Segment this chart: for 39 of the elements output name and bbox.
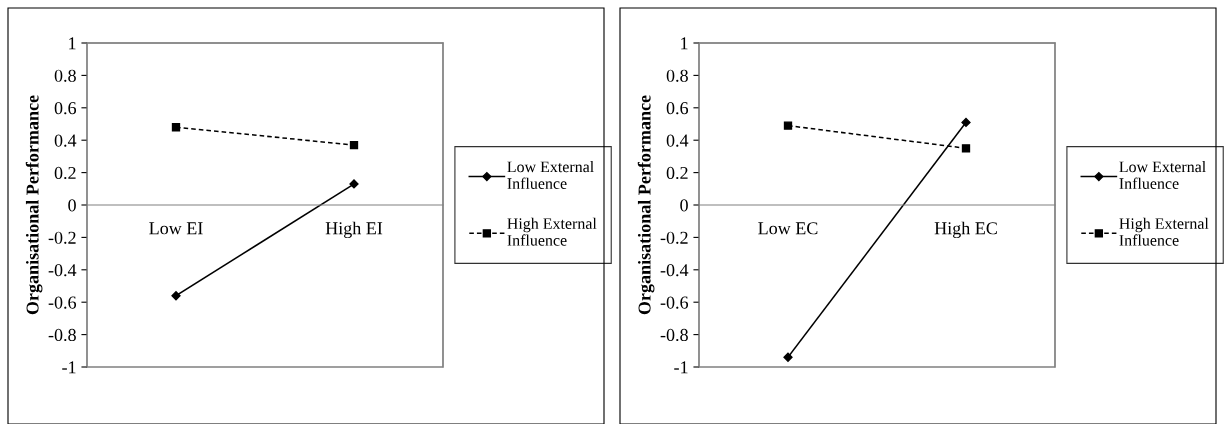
point bbox=[783, 352, 793, 362]
y-tick-label: -1 bbox=[674, 361, 688, 374]
y-tick-label: -0.4 bbox=[48, 264, 77, 277]
x-tick-label: High EI bbox=[325, 221, 383, 239]
point bbox=[961, 144, 971, 153]
point bbox=[349, 140, 359, 150]
y-tick-label: 0.6 bbox=[54, 102, 77, 115]
y-tick-label: 1 bbox=[681, 37, 688, 50]
y-tick-label: 0 bbox=[68, 199, 76, 212]
x-tick-label: Low EI bbox=[149, 222, 203, 235]
y-axis-title: Organisational Performance bbox=[25, 95, 43, 315]
y-tick-label: 0.8 bbox=[666, 69, 688, 82]
y-tick-label: -0.2 bbox=[48, 231, 76, 244]
y-tick-label: 0.4 bbox=[666, 134, 689, 147]
point bbox=[961, 117, 971, 128]
y-tick-label: -0.4 bbox=[660, 264, 689, 277]
y-tick-label: -0.6 bbox=[660, 296, 689, 309]
legend-label: Low External Influence bbox=[507, 161, 594, 189]
y-tick-label: 0.4 bbox=[54, 134, 77, 147]
y-tick-label: 0.2 bbox=[666, 166, 688, 180]
y-tick-label: 0.2 bbox=[54, 166, 76, 180]
y-tick-label: 0.8 bbox=[54, 69, 76, 82]
x-tick-label: High EC bbox=[934, 221, 997, 239]
legend-label: High External Influence bbox=[507, 217, 597, 246]
y-tick-label: -1 bbox=[62, 361, 76, 374]
point bbox=[783, 121, 793, 130]
y-axis-title: Organisational Performance bbox=[637, 95, 655, 315]
point bbox=[171, 291, 181, 301]
y-tick-label: 0 bbox=[680, 199, 688, 212]
legend-label: Low External Influence bbox=[1119, 161, 1206, 189]
y-tick-label: -0.8 bbox=[660, 328, 688, 342]
y-tick-label: -0.8 bbox=[48, 328, 76, 342]
y-tick-label: 0.6 bbox=[666, 102, 689, 115]
y-tick-label: -0.2 bbox=[660, 231, 688, 244]
x-tick-label: Low EC bbox=[758, 222, 818, 235]
point bbox=[171, 123, 181, 132]
y-tick-label: 1 bbox=[69, 37, 76, 50]
y-tick-label: -0.6 bbox=[48, 296, 77, 309]
legend-label: High External Influence bbox=[1119, 217, 1209, 246]
